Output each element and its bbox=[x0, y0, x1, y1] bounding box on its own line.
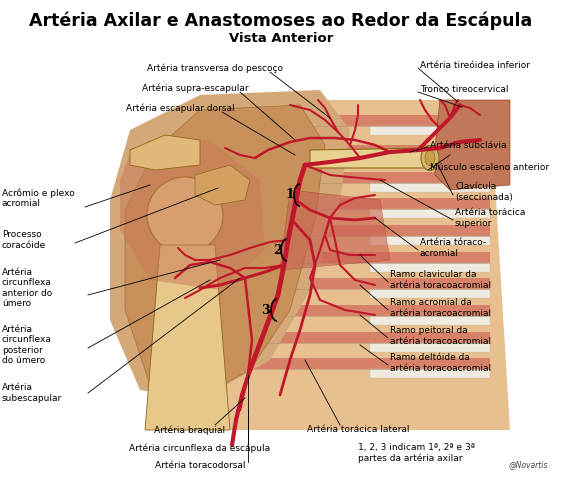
Text: Processo
coracóide: Processo coracóide bbox=[2, 230, 46, 250]
Text: @Novartis: @Novartis bbox=[508, 460, 548, 469]
Text: Artéria torácica lateral: Artéria torácica lateral bbox=[307, 425, 409, 434]
Text: Artéria circunflexa da escápula: Artéria circunflexa da escápula bbox=[129, 443, 271, 453]
Text: 2: 2 bbox=[272, 243, 282, 256]
Ellipse shape bbox=[421, 145, 439, 170]
Text: Artéria subclávia: Artéria subclávia bbox=[430, 141, 507, 149]
Polygon shape bbox=[240, 172, 490, 183]
Text: Artéria transversa do pescoço: Artéria transversa do pescoço bbox=[147, 63, 283, 73]
Polygon shape bbox=[310, 148, 435, 168]
Text: Ramo acromial da
artéria toracoacromial: Ramo acromial da artéria toracoacromial bbox=[390, 298, 491, 318]
Text: Artéria Axilar e Anastomoses ao Redor da Escápula: Artéria Axilar e Anastomoses ao Redor da… bbox=[29, 12, 533, 31]
Text: 1, 2, 3 indicam 1ª, 2ª e 3ª
partes da artéria axilar: 1, 2, 3 indicam 1ª, 2ª e 3ª partes da ar… bbox=[358, 443, 475, 463]
Polygon shape bbox=[435, 100, 510, 190]
Text: Artéria tóraco-
acromial: Artéria tóraco- acromial bbox=[420, 238, 486, 258]
Polygon shape bbox=[240, 115, 490, 126]
Text: Ramo deltóide da
artéria toracoacromial: Ramo deltóide da artéria toracoacromial bbox=[390, 353, 491, 372]
Polygon shape bbox=[370, 126, 490, 135]
Polygon shape bbox=[120, 140, 265, 290]
Text: 3: 3 bbox=[261, 303, 269, 316]
Polygon shape bbox=[370, 343, 490, 352]
Polygon shape bbox=[130, 135, 200, 170]
Text: Artéria
subescapular: Artéria subescapular bbox=[2, 384, 62, 403]
Polygon shape bbox=[370, 263, 490, 272]
Polygon shape bbox=[110, 90, 350, 400]
Text: 1: 1 bbox=[285, 189, 294, 202]
Polygon shape bbox=[280, 190, 390, 270]
Text: Tronco tireocervical: Tronco tireocervical bbox=[420, 85, 508, 95]
Text: Artéria
circunflexa
posterior
do úmero: Artéria circunflexa posterior do úmero bbox=[2, 325, 52, 365]
Text: Vista Anterior: Vista Anterior bbox=[229, 32, 333, 45]
Polygon shape bbox=[240, 332, 490, 343]
Polygon shape bbox=[240, 278, 490, 289]
Polygon shape bbox=[210, 100, 510, 430]
Polygon shape bbox=[240, 252, 490, 263]
Polygon shape bbox=[370, 209, 490, 218]
Text: Artéria torácica
superior: Artéria torácica superior bbox=[455, 208, 525, 228]
Polygon shape bbox=[370, 289, 490, 298]
Text: Artéria toracodorsal: Artéria toracodorsal bbox=[155, 460, 245, 469]
Ellipse shape bbox=[425, 151, 435, 166]
Text: Músculo escaleno anterior: Músculo escaleno anterior bbox=[430, 164, 549, 172]
Polygon shape bbox=[240, 358, 490, 369]
Polygon shape bbox=[240, 145, 490, 156]
Circle shape bbox=[147, 177, 223, 253]
Polygon shape bbox=[125, 105, 325, 400]
Polygon shape bbox=[370, 183, 490, 192]
Text: Artéria supra-escapular: Artéria supra-escapular bbox=[142, 83, 248, 93]
Polygon shape bbox=[145, 245, 230, 430]
Text: Artéria braquial: Artéria braquial bbox=[154, 425, 226, 435]
Polygon shape bbox=[370, 236, 490, 245]
Polygon shape bbox=[370, 156, 490, 165]
Polygon shape bbox=[370, 369, 490, 378]
Text: Artéria
circunflexa
anterior do
úmero: Artéria circunflexa anterior do úmero bbox=[2, 268, 52, 308]
Text: Artéria tireóidea inferior: Artéria tireóidea inferior bbox=[420, 60, 530, 70]
Polygon shape bbox=[240, 225, 490, 236]
Text: Acrômio e plexo
acromial: Acrômio e plexo acromial bbox=[2, 188, 75, 208]
Text: Clavícula
(seccionada): Clavícula (seccionada) bbox=[455, 182, 513, 202]
Polygon shape bbox=[240, 305, 490, 316]
Text: Ramo clavicular da
artéria toracoacromial: Ramo clavicular da artéria toracoacromia… bbox=[390, 270, 491, 290]
Polygon shape bbox=[370, 316, 490, 325]
Text: Ramo peitoral da
artéria toracoacromial: Ramo peitoral da artéria toracoacromial bbox=[390, 326, 491, 346]
Text: Artéria escapular dorsal: Artéria escapular dorsal bbox=[126, 103, 234, 113]
Polygon shape bbox=[195, 165, 250, 205]
Polygon shape bbox=[240, 198, 490, 209]
